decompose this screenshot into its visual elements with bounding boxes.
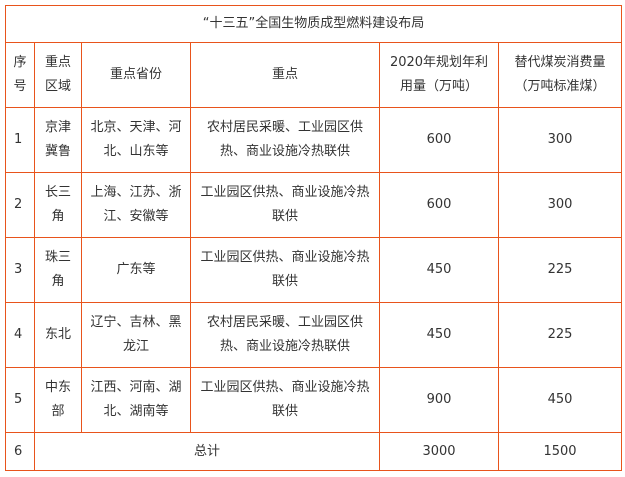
table-row: 4 东北 辽宁、吉林、黑龙江 农村居民采暖、工业园区供热、商业设施冷热联供 450 225	[5, 302, 623, 368]
cell-provinces: 北京、天津、河北、山东等	[81, 107, 191, 173]
table-row: 2 长三角 上海、江苏、浙江、安徽等 工业园区供热、商业设施冷热联供 600 300	[5, 172, 623, 238]
header-focus: 重点	[190, 42, 380, 108]
cell-region: 东北	[34, 302, 82, 368]
cell-region: 长三角	[34, 172, 82, 238]
cell-coal: 225	[497, 237, 623, 303]
cell-seq: 3	[5, 237, 35, 303]
layout-table: “十三五”全国生物质成型燃料建设布局 序号 重点区域 重点省份 重点 2020年…	[4, 5, 623, 471]
table-row: 3 珠三角 广东等 工业园区供热、商业设施冷热联供 450 225	[5, 237, 623, 303]
total-usage: 3000	[379, 432, 499, 471]
total-seq: 6	[5, 432, 35, 471]
cell-usage: 450	[379, 237, 499, 303]
total-row: 6 总计 3000 1500	[5, 432, 623, 471]
cell-coal: 225	[497, 302, 623, 368]
header-row: 序号 重点区域 重点省份 重点 2020年规划年利用量（万吨） 替代煤炭消费量（…	[5, 42, 623, 108]
header-region: 重点区域	[34, 42, 82, 108]
cell-coal: 300	[497, 172, 623, 238]
cell-focus: 农村居民采暖、工业园区供热、商业设施冷热联供	[190, 107, 380, 173]
header-seq: 序号	[5, 42, 35, 108]
cell-usage: 450	[379, 302, 499, 368]
total-coal: 1500	[497, 432, 623, 471]
cell-usage: 900	[379, 367, 499, 433]
cell-focus: 工业园区供热、商业设施冷热联供	[190, 237, 380, 303]
header-coal: 替代煤炭消费量（万吨标准煤）	[497, 42, 623, 108]
cell-seq: 4	[5, 302, 35, 368]
cell-usage: 600	[379, 107, 499, 173]
table-row: 5 中东部 江西、河南、湖北、湖南等 工业园区供热、商业设施冷热联供 900 450	[5, 367, 623, 433]
cell-provinces: 上海、江苏、浙江、安徽等	[81, 172, 191, 238]
cell-provinces: 江西、河南、湖北、湖南等	[81, 367, 191, 433]
cell-provinces: 辽宁、吉林、黑龙江	[81, 302, 191, 368]
cell-focus: 工业园区供热、商业设施冷热联供	[190, 172, 380, 238]
cell-region: 京津冀鲁	[34, 107, 82, 173]
cell-seq: 1	[5, 107, 35, 173]
cell-focus: 工业园区供热、商业设施冷热联供	[190, 367, 380, 433]
cell-seq: 2	[5, 172, 35, 238]
header-usage: 2020年规划年利用量（万吨）	[379, 42, 499, 108]
cell-provinces: 广东等	[81, 237, 191, 303]
total-label: 总计	[34, 432, 380, 471]
header-provinces: 重点省份	[81, 42, 191, 108]
cell-focus: 农村居民采暖、工业园区供热、商业设施冷热联供	[190, 302, 380, 368]
cell-seq: 5	[5, 367, 35, 433]
cell-region: 中东部	[34, 367, 82, 433]
cell-usage: 600	[379, 172, 499, 238]
table-row: 1 京津冀鲁 北京、天津、河北、山东等 农村居民采暖、工业园区供热、商业设施冷热联供 6…	[5, 107, 623, 173]
cell-coal: 450	[497, 367, 623, 433]
table-title: “十三五”全国生物质成型燃料建设布局	[4, 5, 623, 43]
cell-region: 珠三角	[34, 237, 82, 303]
cell-coal: 300	[497, 107, 623, 173]
